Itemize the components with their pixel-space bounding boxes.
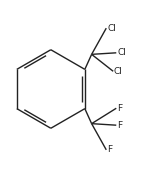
Text: Cl: Cl: [117, 48, 126, 57]
Text: F: F: [117, 104, 122, 113]
Text: Cl: Cl: [107, 24, 116, 33]
Text: F: F: [107, 145, 112, 154]
Text: F: F: [117, 121, 122, 130]
Text: Cl: Cl: [114, 67, 123, 76]
